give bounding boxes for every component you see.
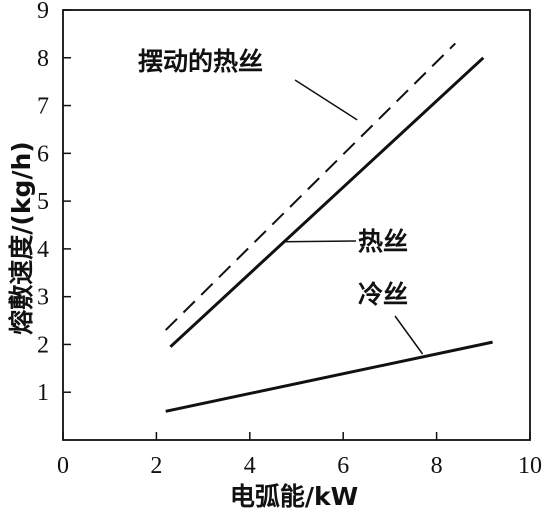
x-tick-label: 8 [431,453,443,479]
plot-frame [62,9,531,441]
swing-hot-wire-label: 摆动的热丝 [138,47,263,76]
cold-wire-label: 冷丝 [358,280,408,309]
y-tick-label: 4 [37,237,49,263]
y-tick-label: 9 [37,0,49,24]
y-tick-label: 7 [37,94,49,120]
y-tick-label: 1 [37,380,49,406]
hot-wire-line [169,56,485,348]
y-axis-title: 熔敷速度/(kg/h) [7,141,36,334]
x-tick-label: 2 [150,453,162,479]
cold-wire-line [165,340,493,413]
hot-wire-label: 热丝 [358,227,408,256]
x-axis-title: 电弧能/kW [230,482,358,511]
annotation-leader-line [294,79,358,121]
annotation-leader-line [394,315,424,355]
y-tick-label: 2 [37,332,49,358]
x-tick-label: 4 [244,453,256,479]
swing-hot-wire-line [164,42,457,331]
data-series [164,42,493,413]
plot-border [62,9,531,441]
x-tick-label: 10 [518,453,542,479]
y-tick-label: 8 [37,46,49,72]
annotation-leader-line [282,240,357,243]
y-tick-label: 5 [37,189,49,215]
x-tick-label: 6 [337,453,349,479]
axis-ticks [62,9,531,440]
x-tick-label: 0 [57,453,69,479]
y-tick-label: 6 [37,141,49,167]
y-tick-label: 3 [37,285,49,311]
